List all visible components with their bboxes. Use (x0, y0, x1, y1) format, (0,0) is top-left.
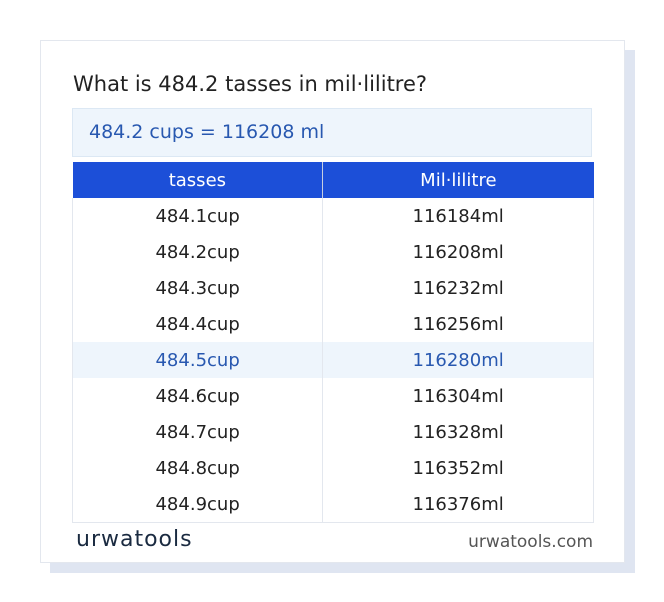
conversion-table: tasses Mil·lilitre 484.1cup 116184ml 484.2… (71, 162, 594, 523)
header-row: tasses Mil·lilitre (72, 162, 594, 198)
table-cell: 116208ml (322, 234, 594, 270)
table-cell: 484.6cup (71, 378, 324, 414)
logo[interactable]: urwatools (76, 527, 193, 552)
converter-card: What is 484.2 tasses in mil·lilitre? 484… (40, 40, 625, 563)
table-cell: 484.2cup (71, 234, 324, 270)
table-cell: 484.3cup (71, 270, 324, 306)
table-row: 484.8cup 116352ml (71, 450, 594, 486)
table-cell: 484.4cup (71, 306, 324, 342)
table-row: 484.9cup 116376ml (71, 486, 594, 523)
table-cell: 116184ml (322, 198, 594, 234)
table-cell: 116376ml (322, 486, 594, 523)
table-row: 484.7cup 116328ml (71, 414, 594, 450)
table-cell: 116256ml (322, 306, 594, 342)
table-cell: 484.5cup (71, 342, 324, 378)
table-cell: 484.9cup (71, 486, 324, 523)
table-row: 484.2cup 116208ml (71, 234, 594, 270)
table-row: 484.1cup 116184ml (71, 198, 594, 234)
table-row: 484.3cup 116232ml (71, 270, 594, 306)
table-cell: 484.7cup (71, 414, 324, 450)
table-cell: 484.1cup (71, 198, 324, 234)
table-body: 484.1cup 116184ml 484.2cup 116208ml 484.3cup… (71, 198, 594, 523)
table-row: 484.6cup 116304ml (71, 378, 594, 414)
table-cell: 484.8cup (71, 450, 324, 486)
title: What is 484.2 tasses in mil·lilitre? (73, 72, 428, 96)
table-row: 484.5cup 116280ml (71, 342, 594, 378)
header-cell: Mil·lilitre (322, 162, 594, 198)
table-cell: 116304ml (322, 378, 594, 414)
table-cell: 116232ml (322, 270, 594, 306)
table-cell: 116328ml (322, 414, 594, 450)
header-cell: tasses (72, 162, 323, 198)
site-link[interactable]: urwatools.com (468, 532, 593, 552)
table-row: 484.4cup 116256ml (71, 306, 594, 342)
table-cell: 116280ml (322, 342, 594, 378)
table-cell: 116352ml (322, 450, 594, 486)
result: 484.2 cups = 116208 ml (72, 108, 592, 157)
